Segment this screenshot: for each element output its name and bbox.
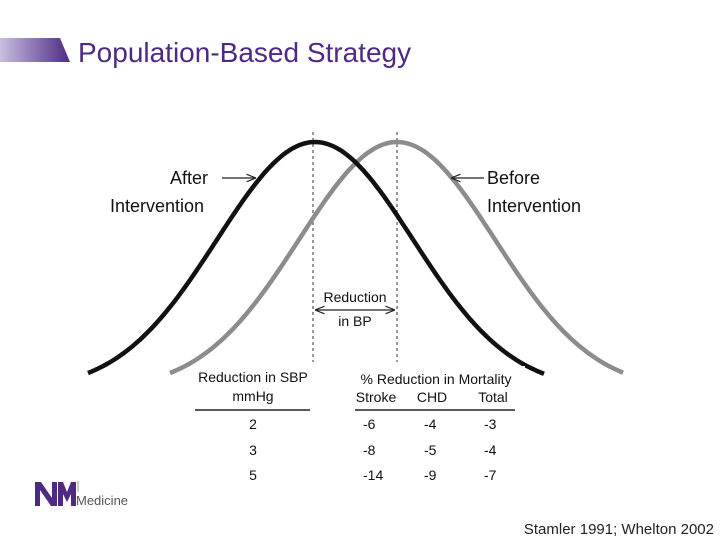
after-curve <box>87 139 545 376</box>
column-header: Total <box>478 389 508 405</box>
table-cell: -9 <box>424 467 437 483</box>
table-body: 2 -6 -4 -3 3 -8 -5 -4 5 -14 -9 -7 <box>249 416 497 483</box>
table-cell: -8 <box>363 442 376 458</box>
table-cell: -6 <box>363 416 376 432</box>
table-header: Reduction in SBP <box>198 369 308 385</box>
logo-n <box>35 482 57 506</box>
column-header: Stroke <box>356 389 397 405</box>
table-cell: -5 <box>424 442 437 458</box>
table-cell: -7 <box>484 467 497 483</box>
table-cell: -14 <box>363 467 383 483</box>
table-header: mmHg <box>232 388 273 404</box>
slide-title: Population-Based Strategy <box>78 37 411 68</box>
table-bg <box>190 366 525 486</box>
reduction-label: Reduction <box>323 289 386 305</box>
reduction-label: in BP <box>338 313 371 329</box>
logo-text: Medicine <box>76 493 128 508</box>
column-header: CHD <box>417 389 447 405</box>
logo: Medicine <box>35 481 128 508</box>
citation: Stamler 1991; Whelton 2002 <box>524 521 714 538</box>
before-label: Before <box>487 168 540 188</box>
before-curve <box>169 139 624 376</box>
before-label: Intervention <box>487 196 581 216</box>
after-label: Intervention <box>110 196 204 216</box>
table-cell: -4 <box>484 442 497 458</box>
table-cell: -4 <box>424 416 437 432</box>
after-label: After <box>170 168 208 188</box>
table-cell: 2 <box>249 416 257 432</box>
logo-m <box>58 482 76 506</box>
title-bar <box>0 38 70 62</box>
table-cell: -3 <box>484 416 497 432</box>
table-header: % Reduction in Mortality <box>361 371 512 387</box>
table-cell: 5 <box>249 467 257 483</box>
table-cell: 3 <box>249 442 257 458</box>
